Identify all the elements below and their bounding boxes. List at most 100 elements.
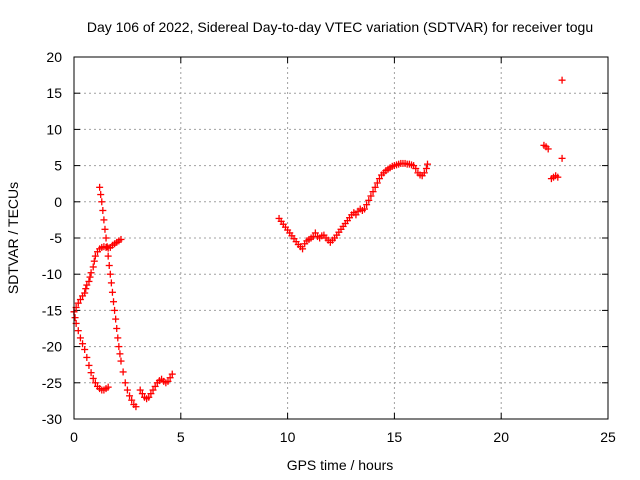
data-point xyxy=(87,269,95,277)
data-points xyxy=(70,76,566,411)
y-tick-label: -25 xyxy=(42,375,62,391)
data-point xyxy=(87,369,95,377)
y-tick-label: 0 xyxy=(54,194,62,210)
y-tick-label: -15 xyxy=(42,302,62,318)
data-point xyxy=(96,183,104,191)
grid xyxy=(74,57,608,419)
data-point xyxy=(363,201,371,209)
data-point xyxy=(375,175,383,183)
data-point xyxy=(365,196,373,204)
y-tick-label: 10 xyxy=(46,121,62,137)
data-point xyxy=(299,245,307,253)
plot-frame xyxy=(73,56,609,420)
x-tick-label: 15 xyxy=(387,429,403,445)
data-point xyxy=(85,361,93,369)
data-point xyxy=(424,160,432,168)
data-point xyxy=(123,386,131,394)
data-point xyxy=(86,273,94,281)
data-point xyxy=(147,390,155,398)
data-point xyxy=(164,377,172,385)
data-point xyxy=(136,386,144,394)
data-point xyxy=(114,334,122,342)
data-point xyxy=(544,145,552,153)
data-point xyxy=(74,299,82,307)
data-point xyxy=(117,235,125,243)
data-point xyxy=(420,169,428,177)
x-tick-label: 10 xyxy=(280,429,296,445)
x-tick-label: 0 xyxy=(70,429,78,445)
data-point xyxy=(71,314,79,322)
data-point xyxy=(101,225,109,233)
data-point xyxy=(83,281,91,289)
y-tick-label: -20 xyxy=(42,339,62,355)
data-point xyxy=(76,334,84,342)
data-point xyxy=(105,262,113,270)
x-tick-label: 20 xyxy=(493,429,509,445)
y-tick-label: 15 xyxy=(46,85,62,101)
data-point xyxy=(108,288,116,296)
data-point xyxy=(412,164,420,172)
data-point xyxy=(97,191,105,199)
data-point xyxy=(168,370,176,378)
data-point xyxy=(104,252,112,260)
data-point xyxy=(422,164,430,172)
data-point xyxy=(85,277,93,285)
data-point xyxy=(554,173,562,181)
data-point xyxy=(82,285,90,293)
data-point xyxy=(367,192,375,200)
data-point xyxy=(373,179,381,187)
data-point xyxy=(311,229,319,237)
data-point xyxy=(145,393,153,401)
data-point xyxy=(100,216,108,224)
data-point xyxy=(151,382,159,390)
data-point xyxy=(107,279,115,287)
data-point xyxy=(98,198,106,206)
y-tick-label: 20 xyxy=(46,49,62,65)
y-axis-label: SDTVAR / TECUs xyxy=(5,182,21,294)
data-point xyxy=(104,383,112,391)
data-point xyxy=(99,206,107,214)
data-point xyxy=(102,234,110,242)
data-point xyxy=(83,353,91,361)
data-point xyxy=(81,345,89,353)
data-point xyxy=(360,205,368,213)
data-point xyxy=(558,154,566,162)
data-point xyxy=(149,386,157,394)
x-tick-labels: 0 5 10 15 20 25 xyxy=(70,429,616,445)
data-point xyxy=(115,343,123,351)
data-point xyxy=(117,357,125,365)
data-point xyxy=(74,327,82,335)
data-point xyxy=(126,392,134,400)
x-axis-label: GPS time / hours xyxy=(287,457,394,473)
data-point xyxy=(91,252,99,260)
data-point xyxy=(138,390,146,398)
data-point xyxy=(121,379,129,387)
data-point xyxy=(371,183,379,191)
data-point xyxy=(79,340,87,348)
data-point xyxy=(132,403,140,411)
y-tick-label: 5 xyxy=(54,158,62,174)
chart-title: Day 106 of 2022, Sidereal Day-to-day VTE… xyxy=(87,19,593,35)
y-tick-label: -10 xyxy=(42,266,62,282)
data-point xyxy=(369,188,377,196)
y-tick-label: -30 xyxy=(42,411,62,427)
data-point xyxy=(113,325,121,332)
data-point xyxy=(89,263,97,271)
x-tick-label: 5 xyxy=(177,429,185,445)
data-point xyxy=(89,374,97,382)
data-point xyxy=(112,315,120,323)
data-point xyxy=(76,296,84,304)
data-point xyxy=(166,374,174,382)
data-point xyxy=(106,270,114,278)
data-point xyxy=(103,243,111,251)
data-point xyxy=(119,368,127,376)
x-tick-label: 25 xyxy=(600,429,616,445)
data-point xyxy=(81,289,89,297)
data-point xyxy=(128,396,136,404)
y-tick-labels: -30 -25 -20 -15 -10 -5 0 5 10 15 20 xyxy=(42,49,62,427)
data-point xyxy=(110,298,118,306)
data-point xyxy=(116,350,124,358)
data-point xyxy=(90,257,98,265)
data-point xyxy=(111,306,119,314)
